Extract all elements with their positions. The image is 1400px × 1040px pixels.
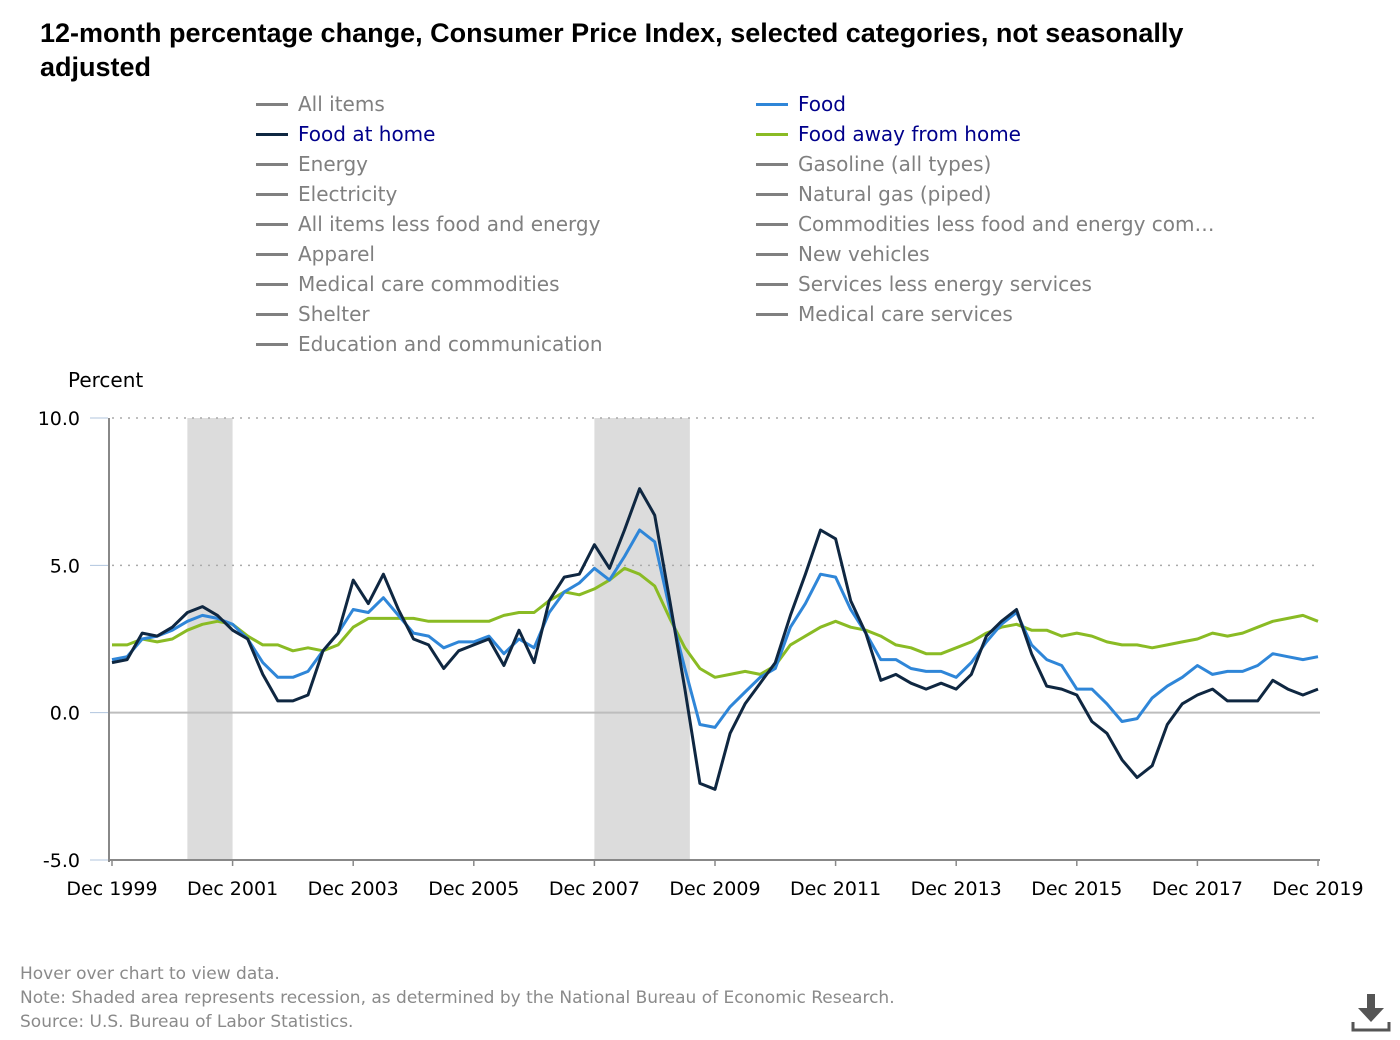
download-icon — [1351, 994, 1391, 1032]
legend-swatch — [256, 162, 288, 166]
legend-label: Apparel — [298, 242, 375, 266]
legend-item[interactable]: All items less food and energy — [256, 212, 600, 236]
x-tick-label: Dec 2001 — [187, 878, 278, 900]
legend-item[interactable]: Electricity — [256, 182, 397, 206]
hover-hint: Hover over chart to view data. — [20, 964, 280, 984]
x-tick-label: Dec 2017 — [1152, 878, 1243, 900]
legend-item[interactable]: Services less energy services — [756, 272, 1092, 296]
y-tick-label: -5.0 — [43, 850, 80, 872]
legend-item[interactable]: Apparel — [256, 242, 375, 266]
x-tick-label: Dec 2009 — [669, 878, 760, 900]
legend-item[interactable]: Food at home — [256, 122, 435, 146]
legend-item[interactable]: Education and communication — [256, 332, 603, 356]
legend-item[interactable]: New vehicles — [756, 242, 930, 266]
legend-swatch — [756, 222, 788, 226]
x-tick-label: Dec 2003 — [308, 878, 399, 900]
legend-swatch — [256, 132, 288, 136]
y-tick-label: 0.0 — [50, 703, 80, 725]
legend-label: New vehicles — [798, 242, 930, 266]
legend-item[interactable]: Natural gas (piped) — [756, 182, 991, 206]
legend-swatch — [756, 282, 788, 286]
recession-note: Note: Shaded area represents recession, … — [20, 988, 895, 1008]
legend-item[interactable]: All items — [256, 92, 385, 116]
legend-label: Food — [798, 92, 846, 116]
legend-swatch — [256, 312, 288, 316]
series-line-food-at-home — [111, 487, 1319, 791]
y-axis-label: Percent — [68, 368, 144, 392]
chart-title: 12-month percentage change, Consumer Pri… — [40, 18, 1184, 82]
legend-swatch — [756, 252, 788, 256]
chart-notes: Hover over chart to view data. Note: Sha… — [20, 962, 895, 1034]
legend-swatch — [756, 192, 788, 196]
x-tick-label: Dec 2007 — [549, 878, 640, 900]
x-tick-label: Dec 2015 — [1031, 878, 1122, 900]
legend-swatch — [256, 192, 288, 196]
legend-item[interactable]: Commodities less food and energy com… — [756, 212, 1215, 236]
legend-label: Natural gas (piped) — [798, 182, 992, 206]
legend-item[interactable]: Food away from home — [756, 122, 1021, 146]
x-tick-label: Dec 2019 — [1272, 878, 1363, 900]
legend-swatch — [756, 102, 788, 106]
legend-label: Electricity — [298, 182, 398, 206]
legend-swatch — [756, 162, 788, 166]
legend-label: Food at home — [298, 122, 436, 146]
legend-item[interactable]: Energy — [256, 152, 368, 176]
series-line-food-away-from-home — [112, 566, 1319, 679]
legend-label: Food away from home — [798, 122, 1021, 146]
legend-item[interactable]: Food — [756, 92, 846, 116]
legend-item[interactable]: Gasoline (all types) — [756, 152, 991, 176]
legend-item[interactable]: Shelter — [256, 302, 370, 326]
legend-label: All items — [298, 92, 385, 116]
legend-label: Gasoline (all types) — [798, 152, 992, 176]
y-tick-label: 5.0 — [50, 555, 80, 577]
x-tick-label: Dec 2013 — [911, 878, 1002, 900]
legend-swatch — [256, 102, 288, 106]
recession-band — [187, 418, 233, 860]
x-tick-label: Dec 1999 — [66, 878, 157, 900]
legend-swatch — [756, 132, 788, 136]
source-note: Source: U.S. Bureau of Labor Statistics. — [20, 1012, 354, 1032]
legend-label: Services less energy services — [798, 272, 1092, 296]
download-button[interactable] — [1350, 992, 1392, 1034]
series-line-food — [111, 528, 1319, 729]
legend-swatch — [756, 312, 788, 316]
x-tick-label: Dec 2005 — [428, 878, 519, 900]
legend-label: Shelter — [298, 302, 370, 326]
legend-label: Education and communication — [298, 332, 603, 356]
y-tick-label: 10.0 — [38, 408, 80, 430]
x-tick-label: Dec 2011 — [790, 878, 881, 900]
legend-item[interactable]: Medical care services — [756, 302, 1013, 326]
legend-item[interactable]: Medical care commodities — [256, 272, 559, 296]
legend-label: Commodities less food and energy com… — [798, 212, 1215, 236]
legend-label: Medical care services — [798, 302, 1013, 326]
legend-swatch — [256, 252, 288, 256]
legend-swatch — [256, 282, 288, 286]
legend-swatch — [256, 222, 288, 226]
legend-label: All items less food and energy — [298, 212, 601, 236]
legend-swatch — [256, 342, 288, 346]
legend-label: Energy — [298, 152, 369, 176]
legend-label: Medical care commodities — [298, 272, 560, 296]
